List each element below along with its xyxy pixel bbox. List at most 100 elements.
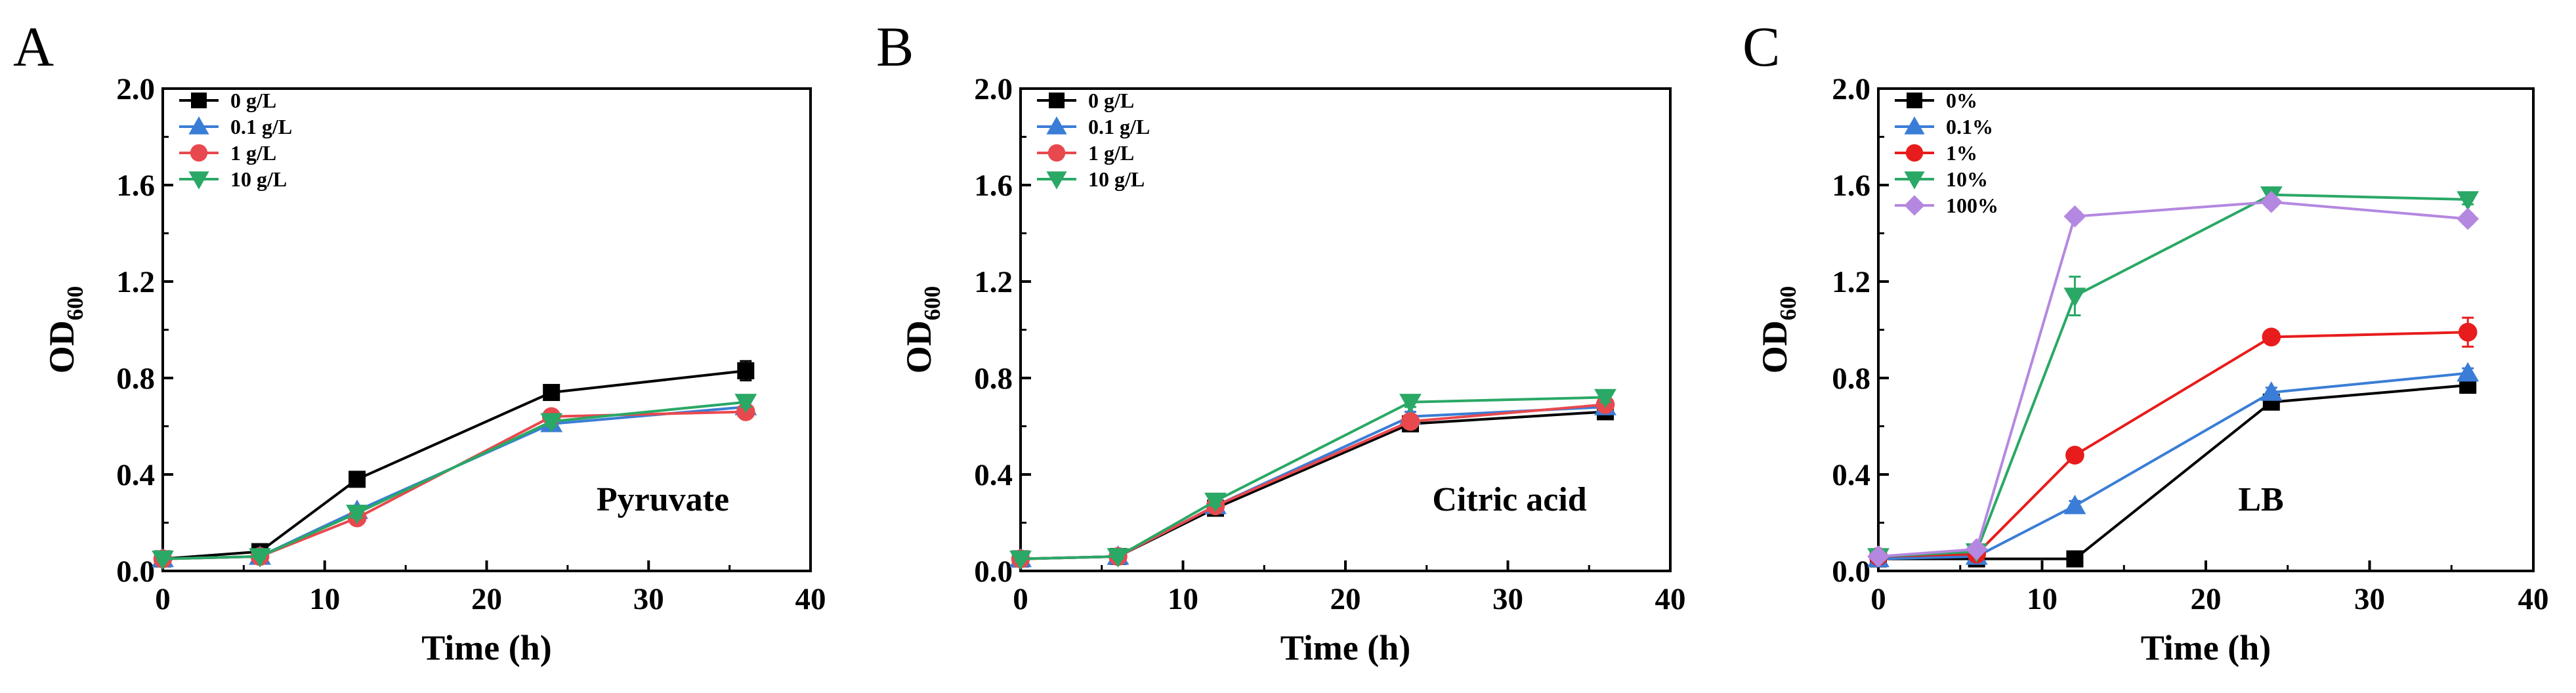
y-axis-title-subscript: 600	[1775, 286, 1801, 321]
series-line	[1878, 331, 2468, 558]
y-tick-label: 0.0	[1832, 555, 1870, 589]
y-tick-label: 0.4	[1832, 458, 1870, 492]
legend-label: 10%	[1946, 167, 1988, 191]
series-line	[1878, 371, 2468, 560]
y-tick-label: 0.0	[974, 555, 1013, 589]
panel-label: A	[13, 15, 54, 78]
legend-label: 10 g/L	[1088, 167, 1145, 191]
y-axis-title-subscript: 600	[62, 286, 88, 321]
data-point	[152, 550, 174, 570]
data-point	[2457, 207, 2480, 230]
legend-label: 10 g/L	[230, 167, 287, 191]
data-point	[2063, 287, 2086, 307]
legend-marker	[1907, 93, 1922, 108]
series-3	[1009, 388, 1616, 570]
y-tick-label: 2.0	[1832, 72, 1870, 106]
x-tick-label: 10	[2027, 582, 2058, 616]
y-axis-title-subscript: 600	[919, 286, 945, 321]
legend-label: 1 g/L	[1088, 141, 1134, 165]
legend-label: 0 g/L	[230, 89, 276, 112]
panel-annotation: LB	[2238, 481, 2283, 518]
x-axis-title: Time (h)	[421, 628, 552, 667]
x-tick-label: 10	[1168, 582, 1198, 616]
y-tick-label: 1.2	[1832, 265, 1870, 299]
legend-label: 0%	[1946, 89, 1977, 112]
y-tick-label: 0.8	[1832, 362, 1870, 396]
legend: 0% 0.1% 1%10% 100%	[1895, 89, 1998, 217]
series-line	[1878, 384, 2468, 560]
legend: 0 g/L 0.1 g/L 1 g/L10 g/L	[179, 89, 292, 191]
data-point	[2065, 446, 2084, 465]
legend-marker	[1046, 171, 1067, 190]
y-tick-label: 1.2	[116, 265, 155, 299]
y-tick-label: 0.4	[974, 458, 1013, 492]
panel-label: C	[1742, 15, 1780, 78]
y-tick-label: 0.0	[116, 555, 155, 589]
x-tick-label: 10	[309, 582, 340, 616]
legend: 0 g/L 0.1 g/L 1 g/L10 g/L	[1037, 89, 1150, 191]
panel-annotation: Pyruvate	[597, 481, 729, 518]
y-tick-label: 0.4	[116, 458, 155, 492]
legend-label: 100%	[1946, 194, 1998, 217]
data-point	[1965, 538, 1988, 560]
panel-annotation: Citric acid	[1432, 481, 1586, 518]
data-point	[2457, 362, 2480, 382]
y-tick-label: 1.2	[974, 265, 1013, 299]
series-4	[1867, 190, 2480, 568]
legend-marker	[190, 144, 208, 162]
series-line	[1020, 396, 1606, 560]
legend-label: 0.1 g/L	[230, 115, 292, 138]
series-line	[162, 369, 746, 560]
series-3	[1867, 186, 2480, 568]
data-point	[1399, 394, 1422, 413]
legend-marker	[188, 171, 209, 190]
x-tick-label: 20	[1330, 582, 1361, 616]
data-point	[543, 384, 560, 402]
series-3	[152, 394, 757, 570]
legend-label: 0 g/L	[1088, 89, 1134, 112]
data-point	[249, 548, 271, 568]
legend-marker	[1047, 144, 1066, 162]
chart-panel-a: A 0 10 20 30 40 0.0 0.4 0.8 1.2 1.6 2.0 Time (h) OD60…	[13, 15, 826, 667]
legend-label: 1 g/L	[230, 141, 276, 165]
legend-marker	[1905, 144, 1924, 162]
x-tick-label: 30	[633, 582, 664, 616]
y-tick-label: 1.6	[116, 169, 155, 203]
data-point	[1867, 545, 1890, 568]
x-tick-label: 0	[1870, 582, 1886, 616]
data-point	[1204, 492, 1227, 513]
y-tick-label: 0.8	[974, 362, 1013, 396]
series-line	[1878, 200, 2468, 558]
data-point	[734, 394, 757, 413]
data-point	[1107, 548, 1130, 568]
legend-label: 0.1%	[1946, 115, 1993, 138]
y-axis-title: OD600	[1755, 286, 1801, 374]
legend-label: 0.1 g/L	[1088, 115, 1150, 138]
x-tick-label: 30	[2354, 582, 2385, 616]
data-point	[348, 471, 366, 488]
legend-marker	[1046, 116, 1067, 135]
data-point	[2066, 550, 2084, 568]
x-tick-label: 40	[795, 582, 826, 616]
data-point	[1009, 550, 1032, 570]
data-point	[2260, 190, 2283, 213]
chart-panel-b: B 0 10 20 30 40 0.0 0.4 0.8 1.2 1.6 2.0 Time (h) OD60…	[876, 15, 1686, 667]
data-point	[1401, 411, 1420, 431]
y-tick-label: 0.8	[116, 362, 155, 396]
data-point	[2063, 494, 2086, 514]
data-point	[2260, 381, 2283, 401]
chart-panel-c: C 0 10 20 30 40 0.0 0.4 0.8 1.2 1.6 2.0 Time (h) OD60…	[1742, 15, 2549, 667]
x-tick-label: 20	[471, 582, 502, 616]
x-tick-label: 40	[1655, 582, 1686, 616]
data-point	[2063, 205, 2086, 228]
data-point	[737, 362, 755, 379]
y-tick-label: 2.0	[116, 72, 155, 106]
x-tick-label: 0	[155, 582, 171, 616]
legend-marker	[1904, 171, 1925, 190]
legend-marker	[191, 93, 207, 108]
legend-marker	[1049, 93, 1065, 108]
y-axis-title: OD600	[899, 286, 945, 374]
y-axis-title: OD600	[42, 286, 88, 374]
x-axis-title: Time (h)	[2141, 628, 2271, 667]
